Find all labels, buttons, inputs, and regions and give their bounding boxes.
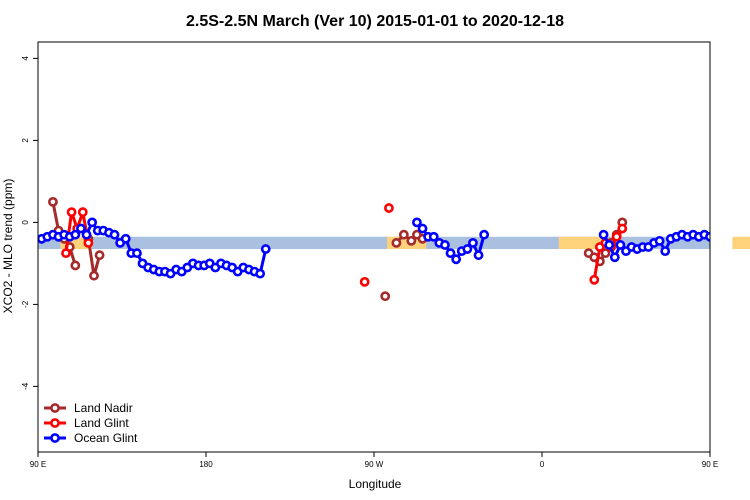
land-glint-point bbox=[589, 274, 600, 285]
land-glint-point bbox=[61, 248, 71, 259]
land-nadir-point bbox=[380, 291, 391, 302]
x-tick-label: 90 W bbox=[365, 460, 384, 469]
ocean-glint-point bbox=[604, 240, 615, 250]
ocean-glint-point bbox=[87, 217, 98, 228]
x-tick-label: 0 bbox=[540, 460, 545, 469]
y-tick-label: -2 bbox=[21, 300, 30, 308]
land-glint-point bbox=[384, 203, 394, 213]
ocean-glint-point bbox=[473, 250, 484, 261]
y-tick-label: 4 bbox=[21, 56, 30, 61]
ocean-glint-point bbox=[132, 248, 142, 259]
ocean-glint-point bbox=[255, 268, 266, 279]
ocean-glint-point bbox=[660, 246, 671, 256]
ocean-glint-point bbox=[81, 229, 92, 240]
land-glint-point bbox=[359, 276, 370, 287]
ocean-glint-point bbox=[70, 229, 81, 240]
ocean-glint-point bbox=[412, 217, 422, 228]
land-nadir-point bbox=[89, 270, 99, 281]
land-glint-point bbox=[66, 207, 77, 218]
ocean-glint-point bbox=[451, 254, 462, 265]
ocean-glint-point bbox=[260, 244, 271, 254]
ocean-glint-point bbox=[428, 231, 439, 242]
land-glint-point bbox=[83, 237, 94, 248]
legend-label-ocean-glint: Ocean Glint bbox=[74, 431, 138, 445]
ocean-glint-point bbox=[445, 248, 456, 259]
ocean-glint-point bbox=[120, 233, 131, 244]
reference-band bbox=[38, 236, 710, 250]
y-tick-label: 2 bbox=[21, 138, 30, 143]
ocean-glint-point bbox=[462, 244, 473, 254]
legend-label-land-glint: Land Glint bbox=[74, 416, 129, 430]
legend-label-land-nadir: Land Nadir bbox=[74, 401, 133, 415]
ocean-glint-point bbox=[654, 235, 665, 246]
land-nadir-point bbox=[600, 248, 611, 259]
ocean-glint-point bbox=[109, 229, 120, 240]
x-tick-label: 90 E bbox=[30, 460, 46, 469]
y-tick-label: 0 bbox=[21, 220, 30, 225]
land-glint-point bbox=[77, 207, 88, 218]
ocean-glint-point bbox=[76, 223, 86, 234]
series-ocean-glint bbox=[38, 217, 710, 279]
ocean-glint-point bbox=[417, 223, 428, 234]
legend-marker-ocean-glint bbox=[50, 433, 60, 443]
land-nadir-point bbox=[398, 229, 409, 240]
x-axis-label: Longitude bbox=[349, 477, 402, 491]
land-nadir-point bbox=[406, 235, 417, 246]
legend-marker-land-nadir bbox=[50, 403, 60, 413]
ocean-glint-point bbox=[615, 240, 626, 250]
ocean-glint-point bbox=[609, 252, 620, 263]
ocean-glint-point bbox=[468, 237, 478, 248]
ocean-glint-point bbox=[598, 229, 609, 240]
y-axis-label: XCO2 - MLO trend (ppm) bbox=[1, 179, 15, 314]
land-glint-point bbox=[611, 231, 622, 242]
ocean-glint-point bbox=[479, 229, 490, 240]
ocean-glint-point bbox=[705, 231, 710, 242]
land-nadir-point bbox=[391, 237, 402, 248]
x-tick-label: 90 E bbox=[702, 460, 718, 469]
land-nadir-point bbox=[94, 250, 105, 261]
ocean-glint-point bbox=[440, 240, 450, 250]
land-glint-point bbox=[617, 223, 628, 234]
y-tick-label: -4 bbox=[21, 382, 30, 390]
chart-title: 2.5S-2.5N March (Ver 10) 2015-01-01 to 2… bbox=[186, 13, 564, 30]
highlight-box-3 bbox=[558, 236, 606, 250]
legend-marker-land-glint bbox=[50, 418, 60, 428]
x-tick-label: 180 bbox=[199, 460, 213, 469]
highlight-box-4 bbox=[732, 236, 750, 250]
land-nadir-point bbox=[48, 196, 58, 207]
land-nadir-point bbox=[70, 260, 81, 271]
